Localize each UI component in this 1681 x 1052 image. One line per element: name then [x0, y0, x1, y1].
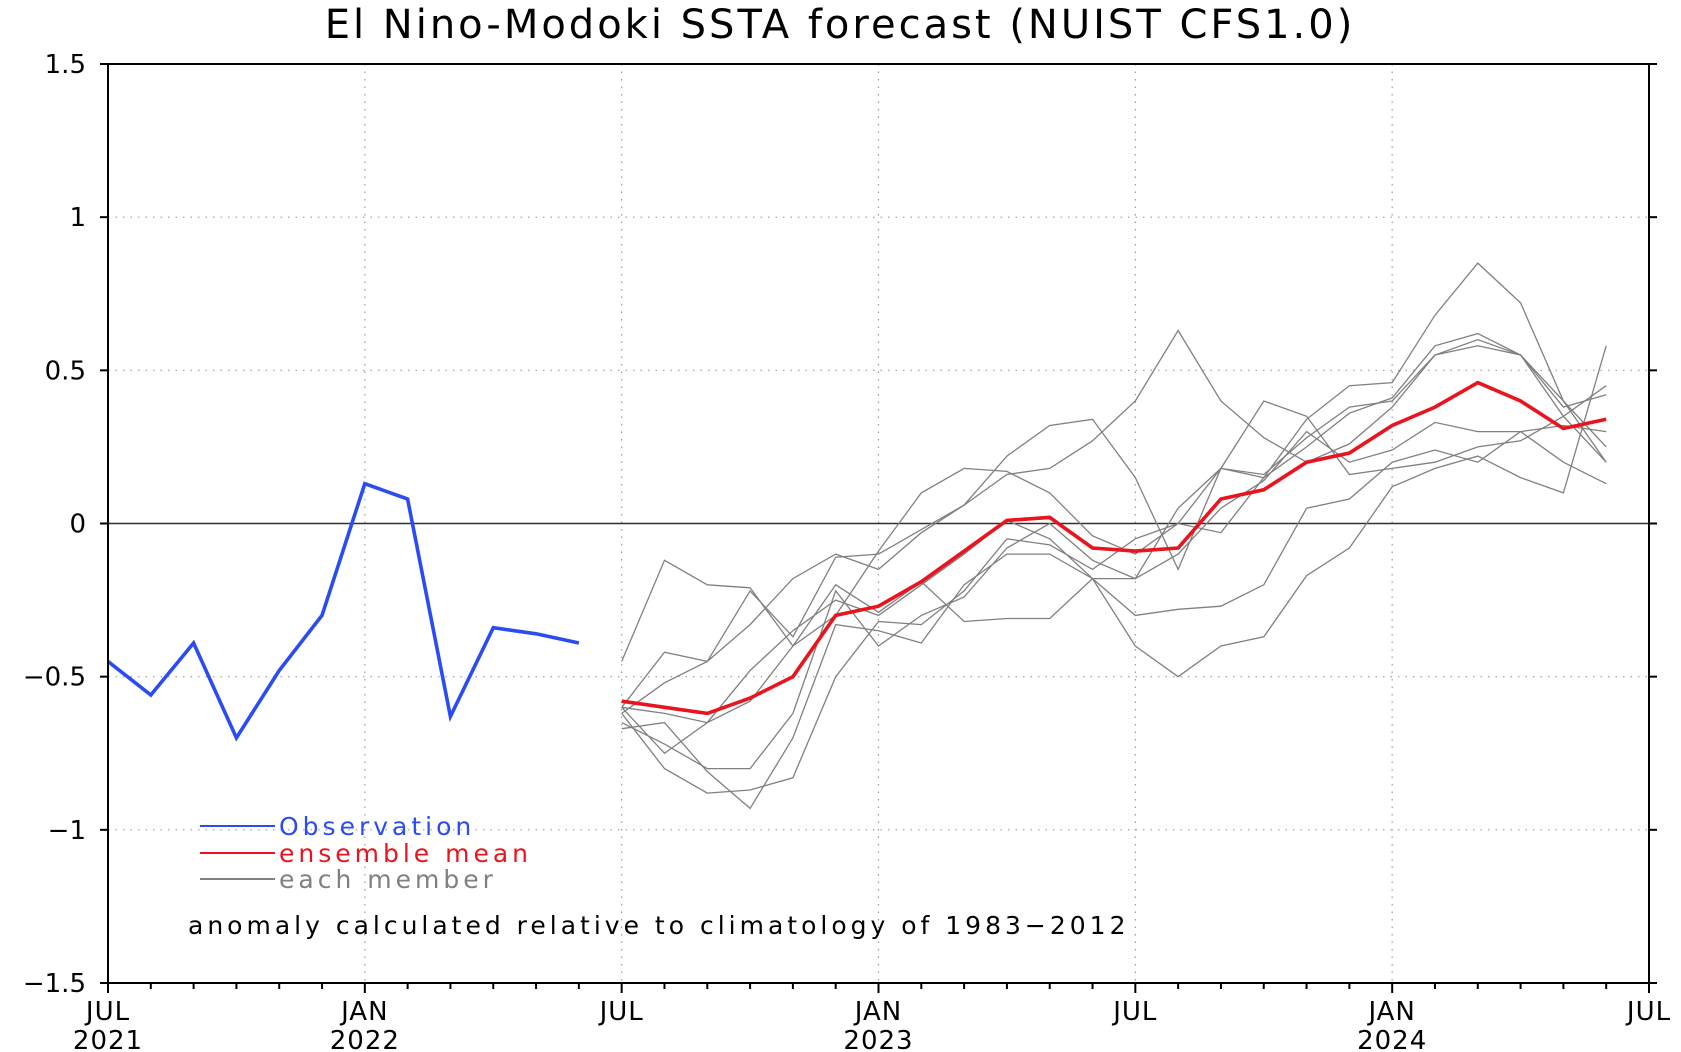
x-tick-label-month: JAN: [853, 997, 902, 1027]
x-tick-label-month: JUL: [1625, 997, 1671, 1027]
member-line-5: [621, 332, 1607, 794]
y-tick-label: 1: [69, 203, 86, 233]
observation-line-group: [106, 481, 580, 742]
y-tick-label: −1.5: [23, 969, 86, 999]
x-tick-label-year: 2023: [843, 1026, 913, 1052]
x-tick-label-month: JAN: [1366, 997, 1415, 1027]
legend-ensemble-mean-label: ensemble mean: [279, 839, 532, 868]
member-lines: [621, 262, 1607, 810]
x-tick-label-month: JUL: [84, 997, 130, 1027]
climatology-note: anomaly calculated relative to climatolo…: [188, 911, 1129, 940]
y-axis: 1.5 1 0.5 0 −0.5 −1 −1.5: [23, 50, 1657, 999]
x-tick-label-month: JUL: [598, 997, 644, 1027]
y-tick-label: 0.5: [45, 356, 86, 386]
ensemble-mean-line: [621, 380, 1607, 716]
member-line-6: [621, 421, 1607, 770]
y-tick-label: −0.5: [23, 663, 86, 693]
legend-observation-label: Observation: [279, 812, 475, 841]
y-tick-label: 1.5: [45, 50, 86, 80]
x-tick-label-month: JAN: [339, 997, 388, 1027]
member-line-4: [621, 385, 1607, 755]
x-tick-label-year: 2022: [330, 1026, 400, 1052]
x-tick-label-month: JUL: [1111, 997, 1157, 1027]
member-line-7: [621, 345, 1607, 810]
y-tick-label: −1: [48, 816, 86, 846]
y-tick-label: 0: [69, 510, 86, 540]
legend: Observation ensemble mean each member: [200, 812, 532, 894]
grid-lines: [108, 64, 1649, 983]
x-tick-label-year: 2021: [73, 1026, 143, 1052]
member-line-1: [621, 345, 1607, 662]
chart-title: El Nino-Modoki SSTA forecast (NUIST CFS1…: [325, 2, 1356, 48]
x-tick-label-year: 2024: [1357, 1026, 1427, 1052]
observation-line: [106, 481, 580, 742]
member-line-8: [621, 430, 1607, 724]
member-line-3: [621, 329, 1607, 714]
member-line-2: [621, 262, 1607, 708]
ensemble-mean-line-group: [621, 380, 1607, 716]
legend-each-member-label: each member: [279, 865, 497, 894]
